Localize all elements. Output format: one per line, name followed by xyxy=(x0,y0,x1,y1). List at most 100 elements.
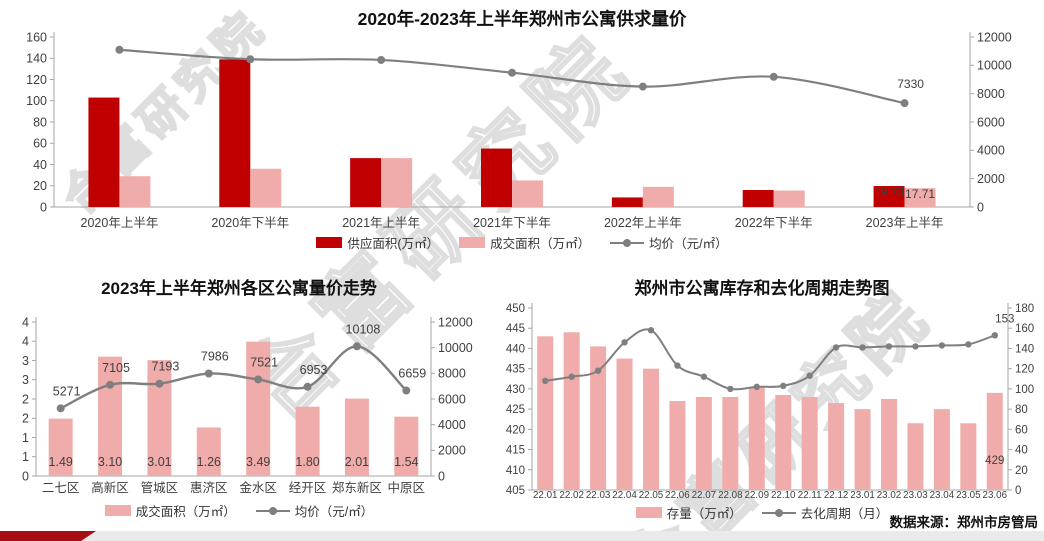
legend-item: 均价（元/㎡） xyxy=(610,233,728,252)
average-price-legend-label: 均价（元/㎡） xyxy=(649,237,728,251)
category-label: 23.05 xyxy=(956,490,981,501)
inventory-legend-swatch xyxy=(635,507,662,518)
right-axis-tick-label: 160 xyxy=(1015,323,1034,335)
line-point xyxy=(638,82,647,91)
bar xyxy=(481,148,512,207)
line-point xyxy=(303,382,312,391)
legend-item: 成交面积（万㎡） xyxy=(104,501,236,520)
category-label: 2020年下半年 xyxy=(211,216,289,230)
line-point xyxy=(254,375,263,384)
data-label: 5271 xyxy=(53,384,81,398)
category-label: 经开区 xyxy=(289,481,327,495)
bar xyxy=(828,403,845,490)
left-axis-tick-label: 3 xyxy=(22,354,29,368)
inventory-chart-title: 郑州市公寓库存和去化周期走势图 xyxy=(634,279,890,298)
right-axis-tick-label: 8000 xyxy=(438,367,466,381)
category-label: 中原区 xyxy=(388,480,426,495)
right-axis-tick-label: 12000 xyxy=(977,30,1012,44)
right-axis-tick-label: 4000 xyxy=(977,144,1005,158)
line-point xyxy=(352,342,361,351)
data-label: 10108 xyxy=(346,322,381,336)
left-axis-tick-label: 1 xyxy=(22,431,29,445)
bar xyxy=(611,197,643,207)
left-axis-tick-label: 415 xyxy=(506,445,525,457)
left-axis-tick-label: 1 xyxy=(22,450,29,464)
line-point xyxy=(568,373,575,380)
category-label: 2023年上半年 xyxy=(866,216,944,230)
line-point xyxy=(594,367,602,374)
data-label: 17.71 xyxy=(905,187,935,201)
bar xyxy=(775,394,792,490)
transaction-area-legend-label: 成交面积（万㎡） xyxy=(490,237,591,251)
data-label: 3.49 xyxy=(246,455,270,469)
data-label: 7986 xyxy=(201,350,229,364)
category-label: 22.07 xyxy=(692,490,717,501)
right-axis-tick-label: 40 xyxy=(1015,445,1028,457)
line-point xyxy=(753,383,760,391)
data-label: 7521 xyxy=(250,355,278,369)
category-label: 23.01 xyxy=(850,490,875,501)
category-label: 22.06 xyxy=(665,490,690,501)
line-point xyxy=(106,380,115,389)
right-axis-tick-label: 100 xyxy=(1015,384,1034,396)
legend-item: 成交面积（万㎡） xyxy=(459,233,590,252)
transaction-area-legend-swatch xyxy=(459,237,486,248)
line-point xyxy=(991,332,998,339)
transaction-area-legend-label: 成交面积（万㎡） xyxy=(135,505,236,519)
bar xyxy=(250,168,282,207)
right-axis-tick-label: 0 xyxy=(1015,485,1021,497)
bar xyxy=(695,396,712,490)
line-point xyxy=(938,342,946,349)
left-axis-tick-label: 20 xyxy=(33,179,47,193)
bar xyxy=(196,427,221,476)
category-label: 22.10 xyxy=(771,490,796,501)
category-label: 22.04 xyxy=(612,490,637,501)
legend-item: 供应面积(万㎡） xyxy=(316,233,439,252)
category-label: 惠济区 xyxy=(190,480,228,495)
data-label: 429 xyxy=(985,455,1004,467)
bar xyxy=(295,406,320,476)
line-point xyxy=(806,372,813,379)
supply-demand-chart-legend: 供应面积(万㎡） 成交面积（万㎡） 均价（元/㎡） xyxy=(0,233,1044,252)
line-dot-icon xyxy=(268,506,277,515)
right-axis-tick-label: 20 xyxy=(1015,465,1028,477)
bar xyxy=(669,401,686,490)
bar xyxy=(773,190,805,207)
right-axis-tick-label: 12000 xyxy=(438,315,473,329)
bar xyxy=(147,360,172,476)
right-axis-tick-label: 2000 xyxy=(438,444,466,458)
bar xyxy=(881,399,897,490)
category-label: 22.12 xyxy=(824,490,849,501)
line-point xyxy=(780,382,787,390)
category-label: 22.02 xyxy=(559,490,584,501)
data-label: 6659 xyxy=(398,367,426,381)
district-chart-plot: 4 4 3 3 2 2 1 1 0 12000 10000 8000 6000 4000 2000 0 1.49… xyxy=(22,315,473,495)
category-label: 金水区 xyxy=(239,480,277,495)
right-axis-tick-label: 80 xyxy=(1015,404,1028,416)
right-axis-tick-label: 8000 xyxy=(977,87,1005,101)
line-point xyxy=(402,386,411,395)
bar xyxy=(933,409,950,490)
legend-item: 去化周期（月） xyxy=(761,503,888,522)
data-label: 153 xyxy=(995,313,1014,325)
category-label: 23.02 xyxy=(877,490,902,501)
line-point xyxy=(859,344,866,351)
right-axis-tick-label: 2000 xyxy=(977,172,1005,186)
line-point xyxy=(769,72,778,81)
line-point xyxy=(727,385,734,393)
category-label: 2021年下半年 xyxy=(473,216,551,230)
category-label: 高新区 xyxy=(91,480,129,495)
average-price-legend-marker xyxy=(610,238,645,247)
line-point xyxy=(508,68,516,77)
line-point xyxy=(204,369,213,378)
right-axis-tick-label: 140 xyxy=(1015,343,1034,355)
left-axis-tick-label: 450 xyxy=(506,303,525,315)
footer-bar xyxy=(0,531,1044,541)
line-point xyxy=(621,339,628,346)
bar xyxy=(642,186,674,207)
category-label: 23.06 xyxy=(983,490,1008,501)
bar xyxy=(246,341,271,476)
inventory-chart-plot: 450 445 440 435 430 425 420 415 410 405 180 160 140 1… xyxy=(506,303,1034,501)
right-axis-tick-label: 0 xyxy=(438,469,445,483)
